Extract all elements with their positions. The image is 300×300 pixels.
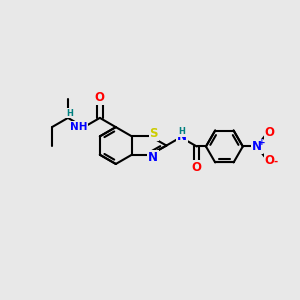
Text: +: + bbox=[258, 138, 266, 147]
Text: N: N bbox=[148, 151, 158, 164]
Text: N: N bbox=[252, 140, 262, 153]
Text: N: N bbox=[177, 130, 187, 143]
Text: O: O bbox=[265, 154, 275, 167]
Text: -: - bbox=[274, 157, 278, 167]
Text: O: O bbox=[192, 161, 202, 174]
Text: S: S bbox=[149, 128, 158, 140]
Text: NH: NH bbox=[70, 122, 87, 132]
Text: O: O bbox=[265, 126, 275, 139]
Text: O: O bbox=[95, 91, 105, 103]
Text: H: H bbox=[66, 109, 73, 118]
Text: H: H bbox=[178, 127, 185, 136]
